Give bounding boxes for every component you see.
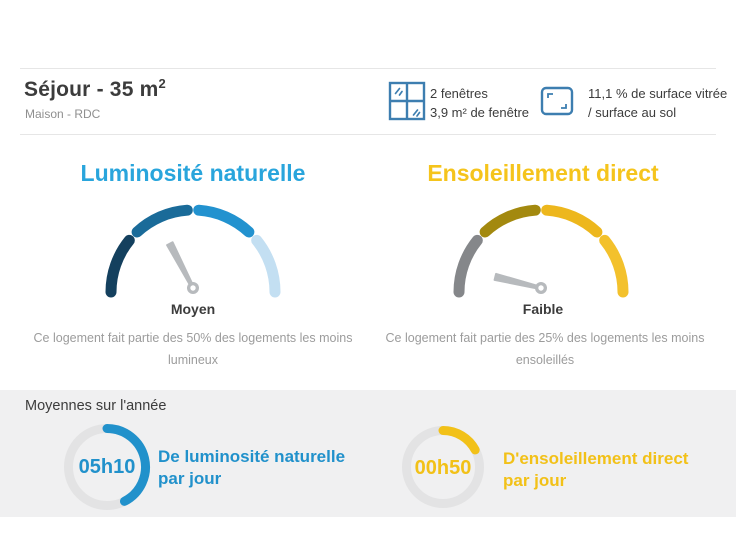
sunlight-ring-caption-line1: D'ensoleillement direct xyxy=(503,449,689,468)
windows-area: 3,9 m² de fenêtre xyxy=(430,105,529,120)
luminosity-ring-caption: De luminosité naturelle par jour xyxy=(158,446,345,490)
room-subtitle: Maison - RDC xyxy=(25,107,101,121)
header-divider-top xyxy=(20,68,716,69)
glazed-surface-icon xyxy=(540,86,574,116)
gauge-segment xyxy=(541,204,603,238)
sunlight-gauge-level: Faible xyxy=(522,301,564,317)
sunlight-hours-value: 00h50 xyxy=(414,457,472,479)
gauge-segment xyxy=(479,204,541,238)
luminosity-gauge-description: Ce logement fait partie des 50% des loge… xyxy=(33,331,353,367)
yearly-averages-section: Moyennes sur l'année 05h10 De luminosité… xyxy=(0,390,736,517)
gauge-needle-hub-hole xyxy=(538,285,544,291)
sunlight-gauge-description: Ce logement fait partie des 25% des loge… xyxy=(385,331,705,367)
gauge-needle xyxy=(166,241,195,290)
luminosity-ring-caption-line2: par jour xyxy=(158,469,222,488)
ring-progress xyxy=(438,426,480,455)
gauge-needle-hub-hole xyxy=(190,285,196,291)
luminosity-gauge-title: Luminosité naturelle xyxy=(80,160,306,186)
ring-progress xyxy=(102,424,150,506)
glazing-ratio-denominator: / surface au sol xyxy=(588,105,677,120)
gauge-segment xyxy=(599,234,629,298)
sunlight-ring-chart xyxy=(402,426,484,508)
room-name: Séjour - 35 m xyxy=(24,78,159,101)
luminosity-gauge-level: Moyen xyxy=(170,301,216,317)
header-divider-bottom xyxy=(20,134,716,135)
luminosity-gauge-chart xyxy=(105,204,281,298)
windows-count: 2 fenêtres xyxy=(430,86,488,101)
gauge-needle xyxy=(493,272,543,291)
sunlight-gauge-chart xyxy=(453,204,629,298)
gauge-segment xyxy=(251,234,281,298)
window-icon xyxy=(388,81,426,121)
gauge-segment xyxy=(453,234,483,298)
glazing-ratio: 11,1 % de surface vitrée xyxy=(588,86,728,101)
windows-info: 2 fenêtres 3,9 m² de fenêtre xyxy=(430,84,529,122)
gauge-segment xyxy=(193,204,255,238)
gauge-segment xyxy=(131,204,193,238)
room-area-superscript: 2 xyxy=(158,76,166,91)
gauge-segment xyxy=(105,234,135,298)
luminosity-hours-value: 05h10 xyxy=(78,456,136,478)
sunlight-ring-caption: D'ensoleillement direct par jour xyxy=(503,448,688,492)
glazing-info: 11,1 % de surface vitrée / surface au so… xyxy=(588,84,727,122)
luminosity-ring-chart xyxy=(64,424,150,510)
page-title: Séjour - 35 m2 xyxy=(24,76,166,102)
sunlight-ring-caption-line2: par jour xyxy=(503,471,567,490)
luminosity-ring-caption-line1: De luminosité naturelle xyxy=(158,447,346,466)
yearly-averages-title: Moyennes sur l'année xyxy=(25,398,167,414)
sunlight-gauge-title: Ensoleillement direct xyxy=(427,160,659,186)
